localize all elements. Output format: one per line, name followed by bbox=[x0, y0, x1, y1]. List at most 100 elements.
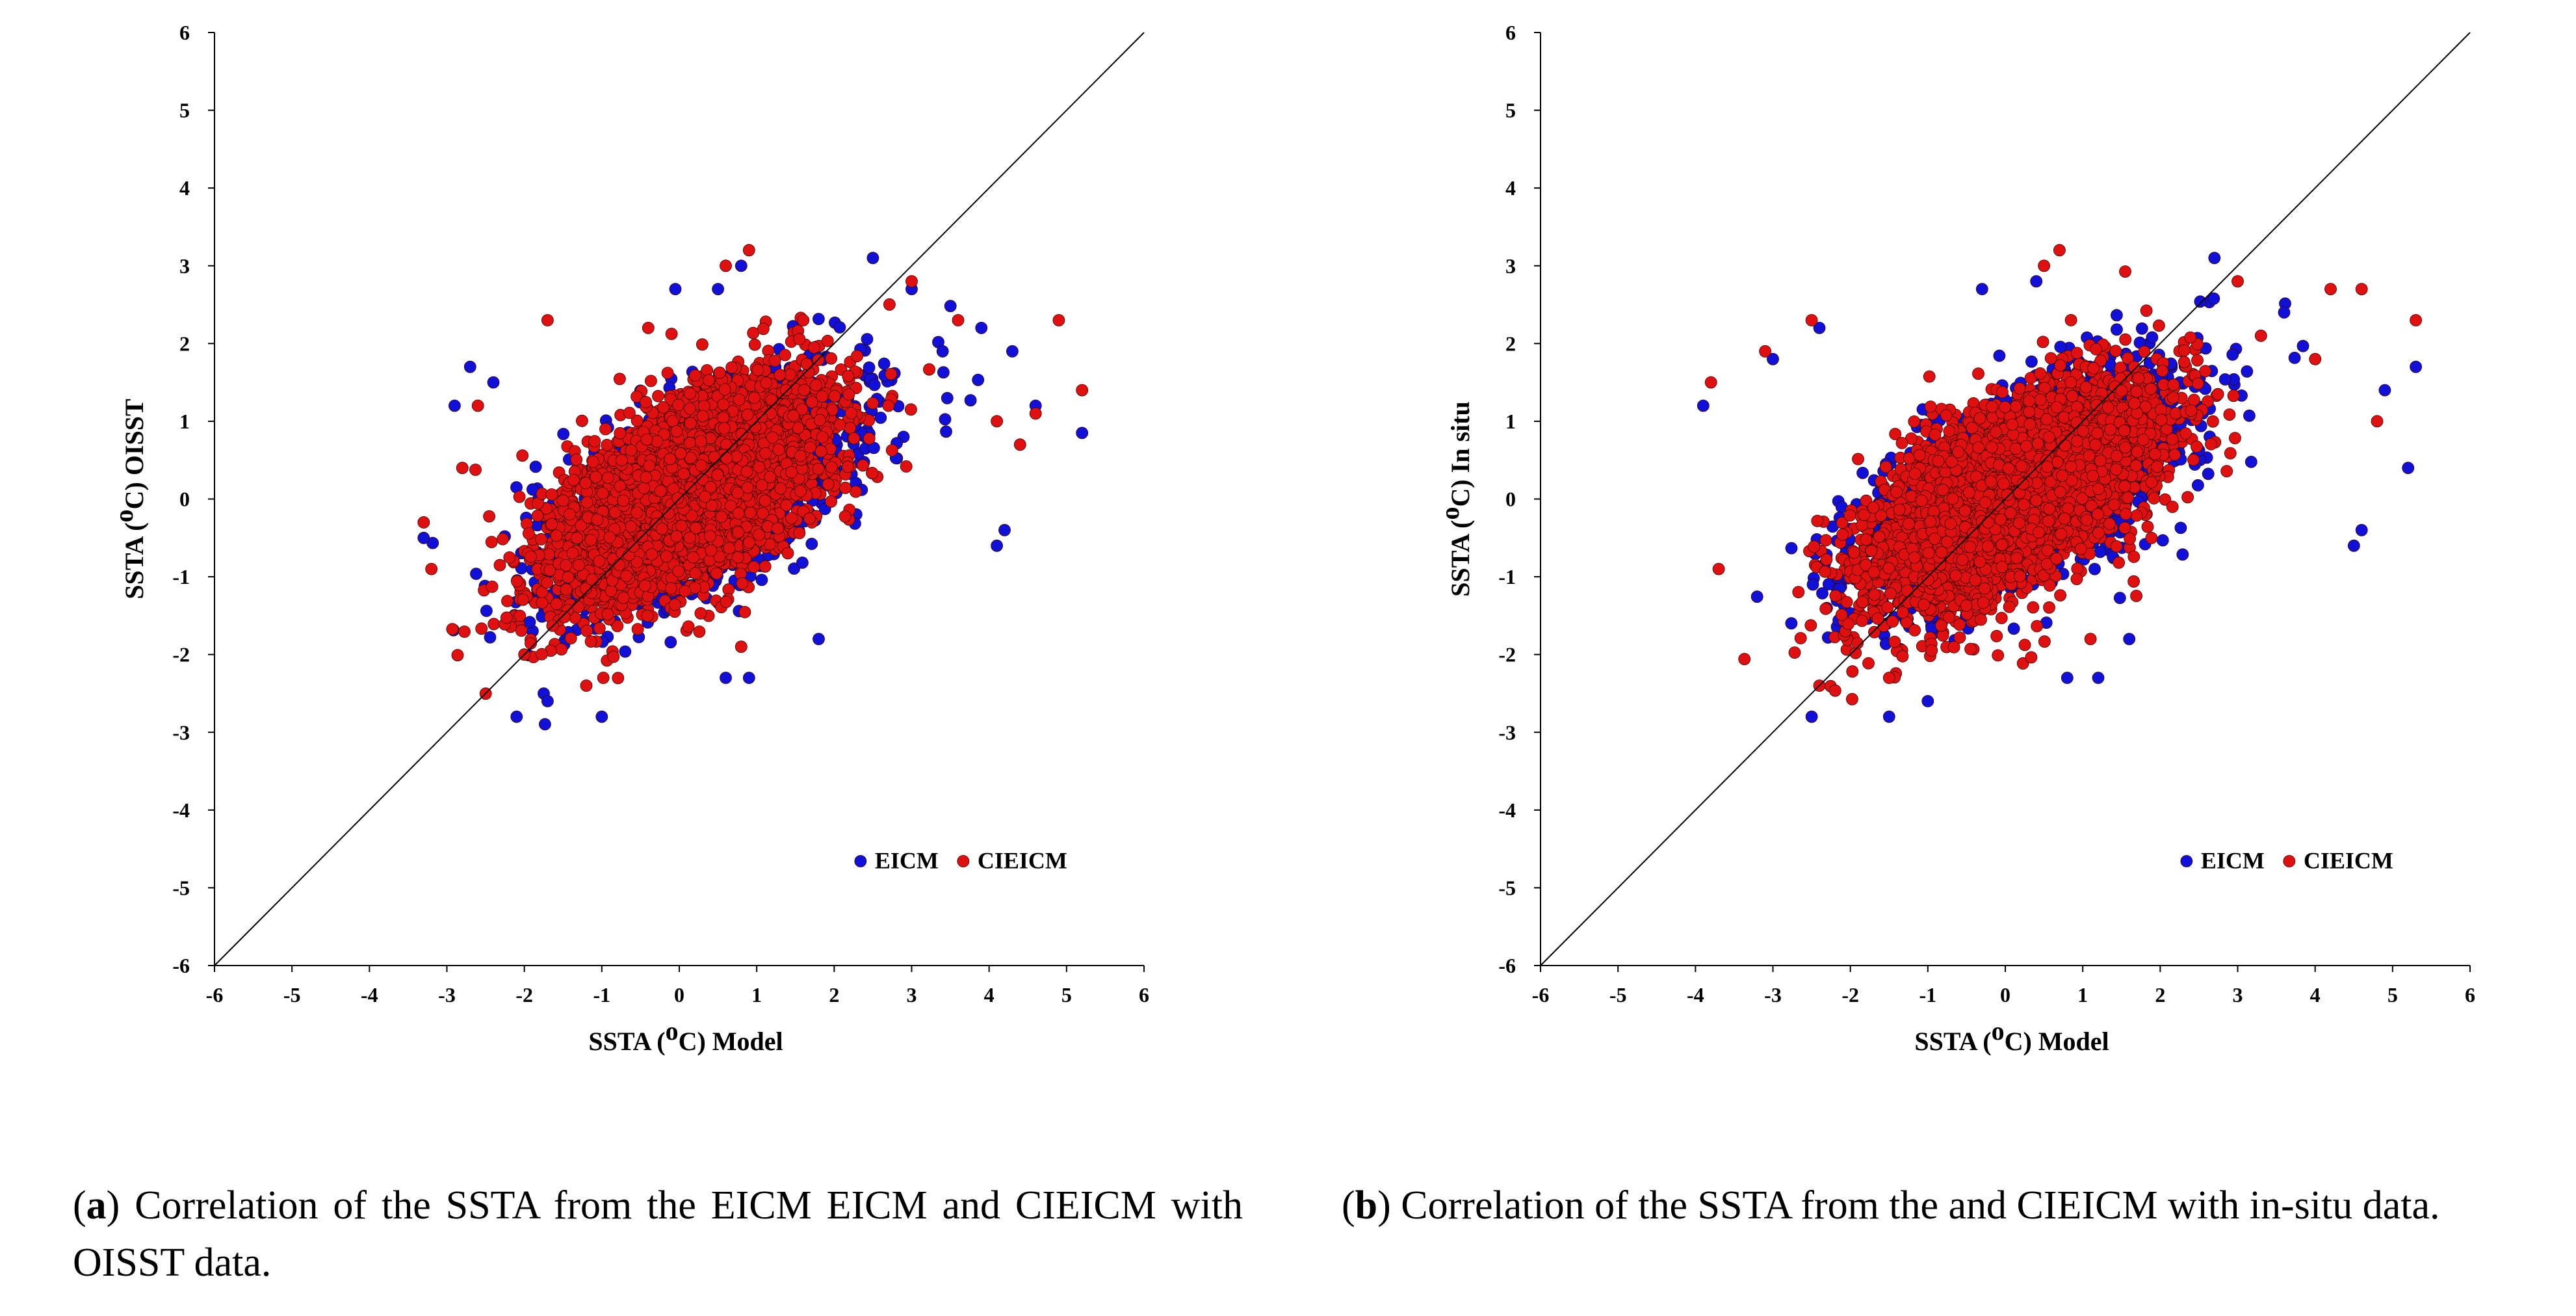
data-point bbox=[796, 557, 809, 569]
data-point bbox=[488, 618, 501, 631]
y-tick-label: -5 bbox=[172, 876, 190, 899]
data-point bbox=[874, 412, 887, 424]
x-tick-label: -5 bbox=[283, 983, 301, 1007]
data-point bbox=[669, 283, 682, 296]
data-point bbox=[475, 622, 488, 635]
data-point bbox=[972, 373, 985, 386]
x-tick-label: -3 bbox=[438, 983, 456, 1007]
data-point bbox=[539, 718, 551, 731]
data-point bbox=[748, 560, 761, 573]
x-tick-label: -2 bbox=[515, 983, 533, 1007]
data-point bbox=[937, 366, 950, 379]
data-point bbox=[661, 367, 674, 379]
data-point bbox=[712, 283, 724, 296]
data-point bbox=[759, 560, 772, 573]
series-cieicm bbox=[417, 244, 1089, 700]
y-tick-label: 2 bbox=[179, 332, 190, 355]
data-point bbox=[510, 710, 523, 723]
data-point bbox=[941, 391, 954, 404]
data-point bbox=[458, 625, 471, 638]
data-point bbox=[469, 464, 482, 476]
data-point bbox=[541, 695, 554, 707]
y-tick-label: 5 bbox=[179, 99, 190, 122]
data-point bbox=[944, 300, 957, 313]
data-point bbox=[557, 428, 570, 440]
y-tick-label: -6 bbox=[172, 954, 190, 977]
data-point bbox=[601, 439, 614, 451]
data-point bbox=[1006, 345, 1019, 358]
data-point bbox=[463, 360, 476, 373]
data-point bbox=[905, 403, 917, 416]
data-point bbox=[497, 533, 509, 546]
data-point bbox=[487, 376, 500, 389]
data-point bbox=[883, 298, 896, 311]
data-point bbox=[486, 581, 499, 593]
y-tick-label: 6 bbox=[179, 21, 190, 44]
data-point bbox=[738, 606, 751, 618]
data-point bbox=[868, 378, 881, 391]
data-point bbox=[755, 573, 768, 586]
data-point bbox=[1076, 427, 1089, 440]
data-point bbox=[664, 636, 677, 649]
x-tick-label: -6 bbox=[206, 983, 224, 1007]
y-axis-label: SSTA (oC) OISST bbox=[109, 399, 149, 599]
data-point bbox=[515, 624, 528, 637]
y-tick-label: 1 bbox=[179, 410, 190, 433]
scatter-points bbox=[417, 244, 1089, 731]
data-point bbox=[863, 361, 876, 374]
x-tick-label: 4 bbox=[984, 983, 995, 1007]
data-point bbox=[850, 485, 862, 498]
y-tick-label: -1 bbox=[172, 565, 190, 588]
y-tick-label: 0 bbox=[179, 488, 190, 511]
data-point bbox=[793, 527, 806, 540]
data-point bbox=[805, 538, 818, 550]
y-tick-label: -4 bbox=[172, 798, 190, 822]
data-point bbox=[580, 624, 593, 637]
data-point bbox=[878, 358, 891, 370]
data-point bbox=[936, 345, 949, 358]
data-point bbox=[851, 350, 863, 363]
data-point bbox=[470, 568, 482, 580]
data-point bbox=[813, 633, 825, 646]
y-tick-label: 4 bbox=[179, 176, 190, 200]
data-point bbox=[813, 313, 825, 326]
data-point bbox=[866, 467, 879, 480]
data-point bbox=[501, 595, 514, 607]
data-point bbox=[844, 421, 857, 434]
data-point bbox=[940, 425, 952, 438]
data-point bbox=[861, 333, 874, 345]
y-tick-label: -3 bbox=[172, 720, 190, 744]
data-point bbox=[451, 649, 464, 662]
data-point bbox=[788, 562, 800, 575]
data-point bbox=[523, 616, 536, 629]
data-point bbox=[975, 321, 988, 334]
data-point bbox=[866, 397, 879, 410]
y-tick-label: -2 bbox=[172, 643, 190, 666]
data-point bbox=[480, 605, 493, 617]
data-point bbox=[449, 399, 461, 412]
data-point bbox=[417, 531, 430, 544]
data-point bbox=[839, 510, 852, 523]
x-tick-label: -4 bbox=[361, 983, 378, 1007]
data-point bbox=[595, 710, 608, 723]
data-point bbox=[863, 432, 876, 445]
data-point bbox=[529, 460, 542, 473]
data-point bbox=[998, 523, 1011, 536]
x-tick-label: 6 bbox=[1139, 983, 1149, 1007]
x-tick-label: 5 bbox=[1061, 983, 1072, 1007]
data-point bbox=[484, 631, 497, 644]
data-point bbox=[964, 394, 977, 407]
data-point bbox=[735, 259, 748, 272]
y-tick-label: 3 bbox=[179, 254, 190, 278]
scatter-plot-a: -6 -5 -4 -3 -2 -1 0 1 2 3 4 5 6-6-5-4-3-2-10123456SS… bbox=[109, 21, 1149, 1056]
x-tick-label: 3 bbox=[907, 983, 917, 1007]
data-point bbox=[866, 252, 879, 265]
x-tick-label: 0 bbox=[674, 983, 684, 1007]
data-point bbox=[833, 321, 846, 334]
data-point bbox=[742, 672, 755, 684]
data-point bbox=[805, 396, 818, 408]
data-point bbox=[599, 423, 612, 436]
data-point bbox=[991, 539, 1003, 552]
x-tick-label: 2 bbox=[829, 983, 839, 1007]
